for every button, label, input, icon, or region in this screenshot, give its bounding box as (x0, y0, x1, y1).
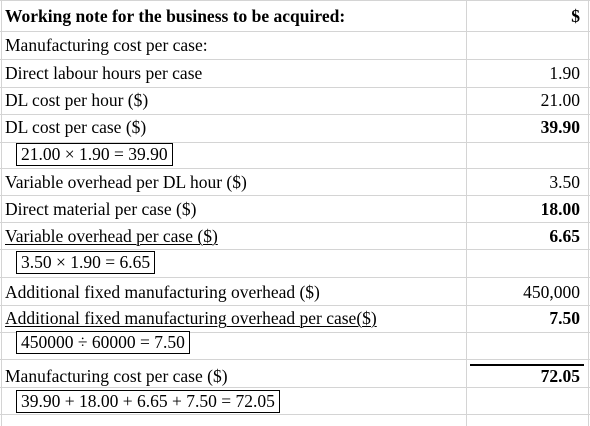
grid-line (0, 31, 590, 32)
grid-line (0, 414, 590, 415)
value-var-overhead-per-case: 6.65 (549, 226, 580, 246)
formula-dl-cost: 21.00 × 1.90 = 39.90 (16, 143, 173, 166)
value-dl-hours: 1.90 (549, 63, 580, 83)
formula-fixed-overhead: 450000 ÷ 60000 = 7.50 (16, 331, 190, 354)
formula-var-overhead: 3.50 × 1.90 = 6.65 (16, 251, 156, 274)
grid-line (0, 305, 590, 306)
total-top-border (470, 364, 584, 366)
label-total-manufacturing-cost: Manufacturing cost per case ($) (5, 366, 228, 386)
label-fixed-overhead-per-case: Additional fixed manufacturing overhead … (5, 308, 377, 328)
grid-line (0, 0, 590, 1)
label-dl-cost-per-case: DL cost per case ($) (5, 117, 147, 137)
value-total-manufacturing-cost: 72.05 (540, 366, 580, 386)
formula-total: 39.90 + 18.00 + 6.65 + 7.50 = 72.05 (16, 390, 280, 413)
value-direct-material: 18.00 (540, 199, 580, 219)
grid-line (0, 195, 590, 196)
grid-line (0, 222, 590, 223)
grid-line (0, 142, 590, 143)
value-dl-cost-per-hour: 21.00 (540, 90, 580, 110)
grid-line (0, 168, 590, 169)
grid-line (0, 249, 590, 250)
value-dl-cost-per-case: 39.90 (540, 117, 580, 137)
grid-line (0, 114, 590, 115)
label-dl-hours: Direct labour hours per case (5, 63, 203, 83)
label-var-overhead-per-hour: Variable overhead per DL hour ($) (5, 172, 247, 192)
label-manufacturing-cost-section: Manufacturing cost per case: (5, 35, 208, 55)
label-direct-material: Direct material per case ($) (5, 199, 197, 219)
grid-line (0, 359, 590, 360)
grid-line (0, 59, 590, 60)
label-fixed-overhead: Additional fixed manufacturing overhead … (5, 282, 320, 302)
grid-line (0, 387, 590, 388)
heading-title: Working note for the business to be acqu… (5, 6, 346, 26)
grid-line (0, 87, 590, 88)
label-var-overhead-per-case: Variable overhead per case ($) (5, 226, 218, 246)
value-fixed-overhead-per-case: 7.50 (549, 308, 580, 328)
grid-line (1, 0, 2, 426)
value-fixed-overhead: 450,000 (523, 282, 580, 302)
value-var-overhead-per-hour: 3.50 (549, 172, 580, 192)
grid-line (466, 0, 467, 426)
grid-line (0, 332, 590, 333)
grid-line (0, 277, 590, 278)
label-dl-cost-per-hour: DL cost per hour ($) (5, 90, 149, 110)
heading-currency: $ (571, 6, 580, 26)
grid-line (588, 0, 589, 426)
